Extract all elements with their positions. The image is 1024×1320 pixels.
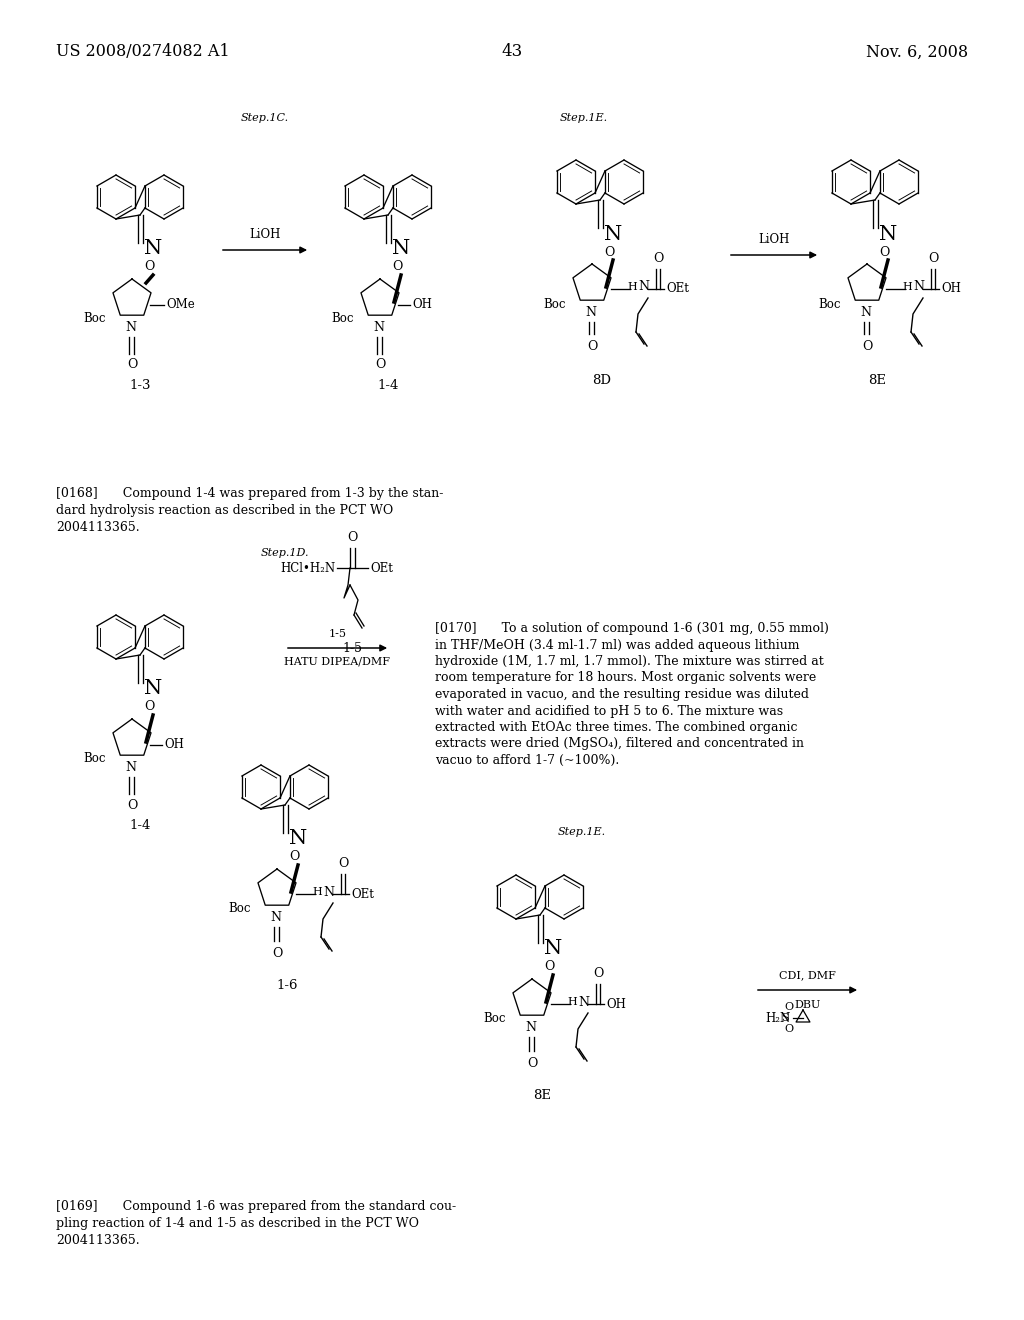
Text: O: O [928, 252, 938, 265]
Text: H: H [902, 282, 912, 292]
Text: OEt: OEt [666, 282, 689, 296]
Text: 8E: 8E [868, 374, 886, 387]
Text: Step.1E.: Step.1E. [558, 828, 606, 837]
Text: extracted with EtOAc three times. The combined organic: extracted with EtOAc three times. The co… [435, 721, 798, 734]
Text: US 2008/0274082 A1: US 2008/0274082 A1 [56, 44, 229, 61]
Text: 1-4: 1-4 [377, 379, 398, 392]
Text: O: O [271, 946, 283, 960]
Text: Boc: Boc [544, 297, 566, 310]
Text: extracts were dried (MgSO₄), filtered and concentrated in: extracts were dried (MgSO₄), filtered an… [435, 738, 804, 751]
Text: N: N [126, 762, 136, 774]
Text: O: O [143, 701, 155, 714]
Text: room temperature for 18 hours. Most organic solvents were: room temperature for 18 hours. Most orga… [435, 672, 816, 685]
Text: S: S [781, 1012, 790, 1023]
Text: N: N [525, 1020, 537, 1034]
Text: Nov. 6, 2008: Nov. 6, 2008 [866, 44, 968, 61]
Text: Boc: Boc [84, 313, 106, 326]
Text: OEt: OEt [370, 561, 393, 574]
Text: N: N [144, 239, 162, 259]
Text: O: O [587, 341, 597, 352]
Text: O: O [526, 1057, 538, 1071]
Text: 2004113365.: 2004113365. [56, 521, 139, 535]
Text: H: H [312, 887, 322, 898]
Text: hydroxide (1M, 1.7 ml, 1.7 mmol). The mixture was stirred at: hydroxide (1M, 1.7 ml, 1.7 mmol). The mi… [435, 655, 823, 668]
Text: O: O [289, 850, 299, 863]
Text: with water and acidified to pH 5 to 6. The mixture was: with water and acidified to pH 5 to 6. T… [435, 705, 783, 718]
Text: O: O [653, 252, 664, 265]
Text: Step.1C.: Step.1C. [241, 114, 289, 123]
Text: H: H [567, 997, 577, 1007]
Text: 1-5: 1-5 [329, 630, 346, 639]
Text: O: O [338, 857, 348, 870]
Text: N: N [392, 239, 411, 259]
Text: 8E: 8E [534, 1089, 551, 1102]
Text: O: O [392, 260, 402, 273]
Text: O: O [544, 961, 554, 974]
Text: 43: 43 [502, 44, 522, 61]
Text: Boc: Boc [483, 1012, 506, 1026]
Text: N: N [860, 306, 871, 319]
Text: N: N [544, 940, 562, 958]
Text: HATU DIPEA/DMF: HATU DIPEA/DMF [285, 657, 390, 667]
Text: O: O [604, 246, 614, 259]
Text: N: N [638, 281, 649, 293]
Text: Boc: Boc [84, 752, 106, 766]
Text: N: N [879, 224, 897, 243]
Text: N: N [913, 281, 924, 293]
Text: OH: OH [606, 998, 626, 1011]
Text: N: N [578, 995, 589, 1008]
Text: OH: OH [941, 282, 961, 296]
Text: 1-4: 1-4 [129, 818, 151, 832]
Text: O: O [127, 799, 137, 812]
Text: OMe: OMe [166, 298, 195, 312]
Text: OH: OH [412, 298, 432, 312]
Text: O: O [375, 358, 385, 371]
Text: Boc: Boc [332, 313, 354, 326]
Text: O: O [347, 531, 357, 544]
Text: H: H [627, 282, 637, 292]
Text: LiOH: LiOH [759, 234, 790, 246]
Text: LiOH: LiOH [249, 228, 281, 242]
Text: N: N [323, 886, 334, 899]
Text: Step.1D.: Step.1D. [261, 548, 309, 558]
Text: O: O [879, 246, 889, 259]
Text: Boc: Boc [818, 297, 841, 310]
Text: O: O [143, 260, 155, 273]
Text: OEt: OEt [351, 887, 374, 900]
Text: N: N [604, 224, 623, 243]
Text: N: N [270, 911, 282, 924]
Text: 2004113365.: 2004113365. [56, 1234, 139, 1247]
Text: H₂N: H₂N [765, 1011, 791, 1024]
Text: O: O [127, 358, 137, 371]
Text: Boc: Boc [228, 903, 251, 916]
Text: evaporated in vacuo, and the resulting residue was diluted: evaporated in vacuo, and the resulting r… [435, 688, 809, 701]
Text: Step.1E.: Step.1E. [560, 114, 608, 123]
Text: 8D: 8D [593, 374, 611, 387]
Text: O: O [593, 968, 603, 979]
Text: 1-3: 1-3 [129, 379, 151, 392]
Text: vacuo to afford 1-7 (~100%).: vacuo to afford 1-7 (~100%). [435, 754, 620, 767]
Text: in THF/MeOH (3.4 ml-1.7 ml) was added aqueous lithium: in THF/MeOH (3.4 ml-1.7 ml) was added aq… [435, 639, 800, 652]
Text: OH: OH [164, 738, 184, 751]
Text: N: N [374, 321, 384, 334]
Text: N: N [144, 680, 162, 698]
Text: O: O [862, 341, 872, 352]
Text: 1-6: 1-6 [276, 979, 298, 993]
Text: dard hydrolysis reaction as described in the PCT WO: dard hydrolysis reaction as described in… [56, 504, 393, 517]
Text: [0168]  Compound 1-4 was prepared from 1-3 by the stan-: [0168] Compound 1-4 was prepared from 1-… [56, 487, 443, 500]
Text: O: O [784, 1002, 794, 1012]
Text: CDI, DMF: CDI, DMF [779, 970, 836, 979]
Text: N: N [586, 306, 597, 319]
Text: HCl•H₂N: HCl•H₂N [280, 561, 335, 574]
Text: [0170]  To a solution of compound 1-6 (301 mg, 0.55 mmol): [0170] To a solution of compound 1-6 (30… [435, 622, 828, 635]
Text: N: N [126, 321, 136, 334]
Text: pling reaction of 1-4 and 1-5 as described in the PCT WO: pling reaction of 1-4 and 1-5 as describ… [56, 1217, 419, 1230]
Text: [0169]  Compound 1-6 was prepared from the standard cou-: [0169] Compound 1-6 was prepared from th… [56, 1200, 456, 1213]
Text: N: N [289, 829, 307, 849]
Text: 1-5: 1-5 [342, 642, 362, 655]
Text: O: O [784, 1024, 794, 1034]
Text: DBU: DBU [795, 1001, 820, 1010]
